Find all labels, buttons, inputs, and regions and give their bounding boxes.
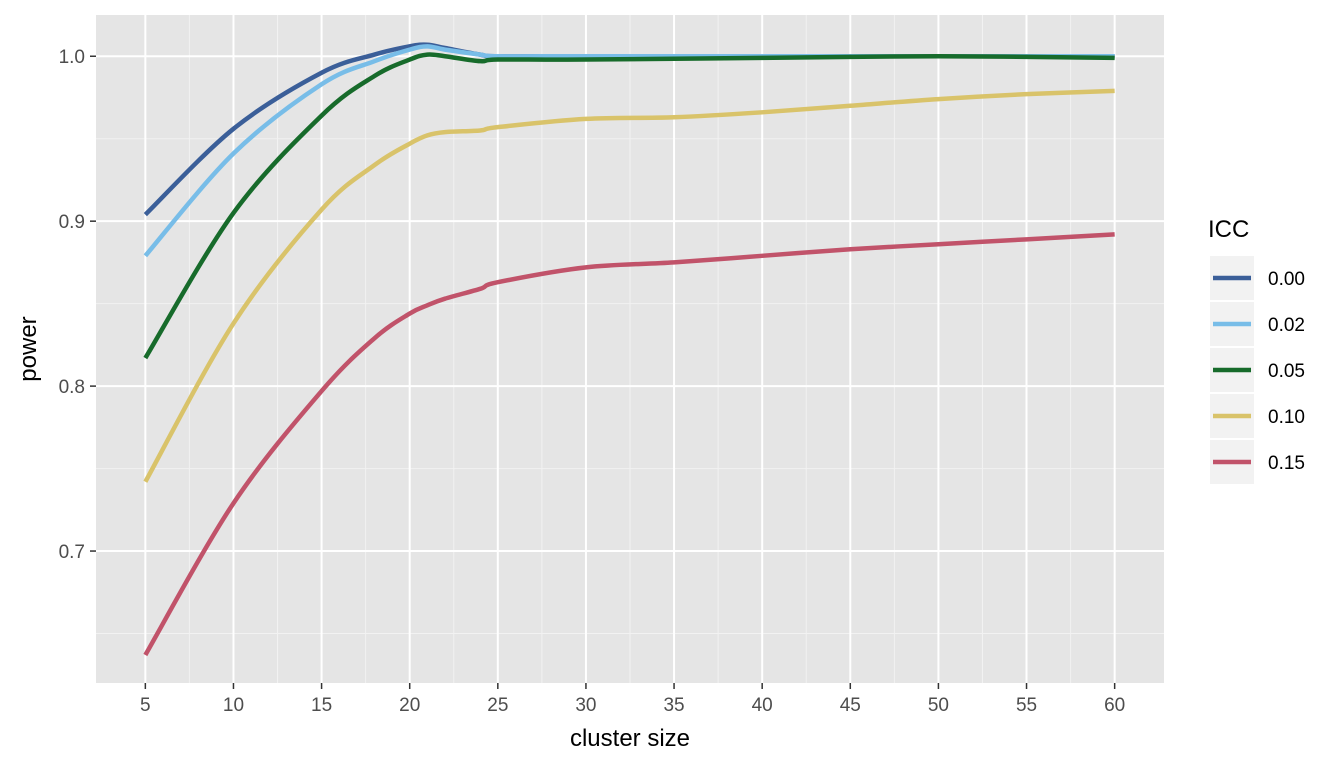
legend-item: 0.02: [1210, 302, 1305, 346]
x-tick-label: 20: [399, 695, 420, 716]
x-tick-label: 55: [1016, 695, 1037, 716]
x-axis: 5 10 15 20 25 30 35 40 45 50 55 60: [140, 683, 1125, 716]
y-axis: 0.7 0.8 0.9 1.0: [59, 47, 96, 563]
y-tick-label: 1.0: [59, 47, 85, 68]
x-tick-label: 5: [140, 695, 151, 716]
x-tick-label: 60: [1104, 695, 1125, 716]
legend-label: 0.02: [1268, 315, 1305, 336]
x-tick-label: 50: [928, 695, 949, 716]
series-line-0-05: [143, 52, 1115, 360]
x-tick-label: 15: [311, 695, 332, 716]
legend-label: 0.05: [1268, 361, 1305, 382]
legend-item: 0.15: [1210, 440, 1305, 484]
y-tick-label: 0.8: [59, 377, 85, 398]
y-axis-title: power: [15, 316, 42, 381]
legend-label: 0.10: [1268, 407, 1305, 428]
x-axis-title: cluster size: [570, 725, 690, 752]
legend-label: 0.00: [1268, 269, 1305, 290]
legend-item: 0.00: [1210, 256, 1305, 300]
legend-title: ICC: [1208, 216, 1249, 243]
x-tick-label: 10: [223, 695, 244, 716]
series-line-0-15: [143, 232, 1115, 657]
y-tick-label: 0.7: [59, 542, 85, 563]
x-tick-label: 40: [752, 695, 773, 716]
series-line-0-10: [143, 88, 1115, 483]
x-tick-label: 30: [575, 695, 596, 716]
y-tick-label: 0.9: [59, 212, 85, 233]
series-lines: [143, 42, 1115, 657]
minor-gridlines: [96, 15, 1164, 683]
legend-item: 0.05: [1210, 348, 1305, 392]
legend-label: 0.15: [1268, 453, 1305, 474]
x-tick-label: 35: [663, 695, 684, 716]
x-tick-label: 25: [487, 695, 508, 716]
legend: ICC 0.00 0.02 0.05 0.10 0.15: [1208, 216, 1305, 484]
legend-item: 0.10: [1210, 394, 1305, 438]
x-tick-label: 45: [840, 695, 861, 716]
